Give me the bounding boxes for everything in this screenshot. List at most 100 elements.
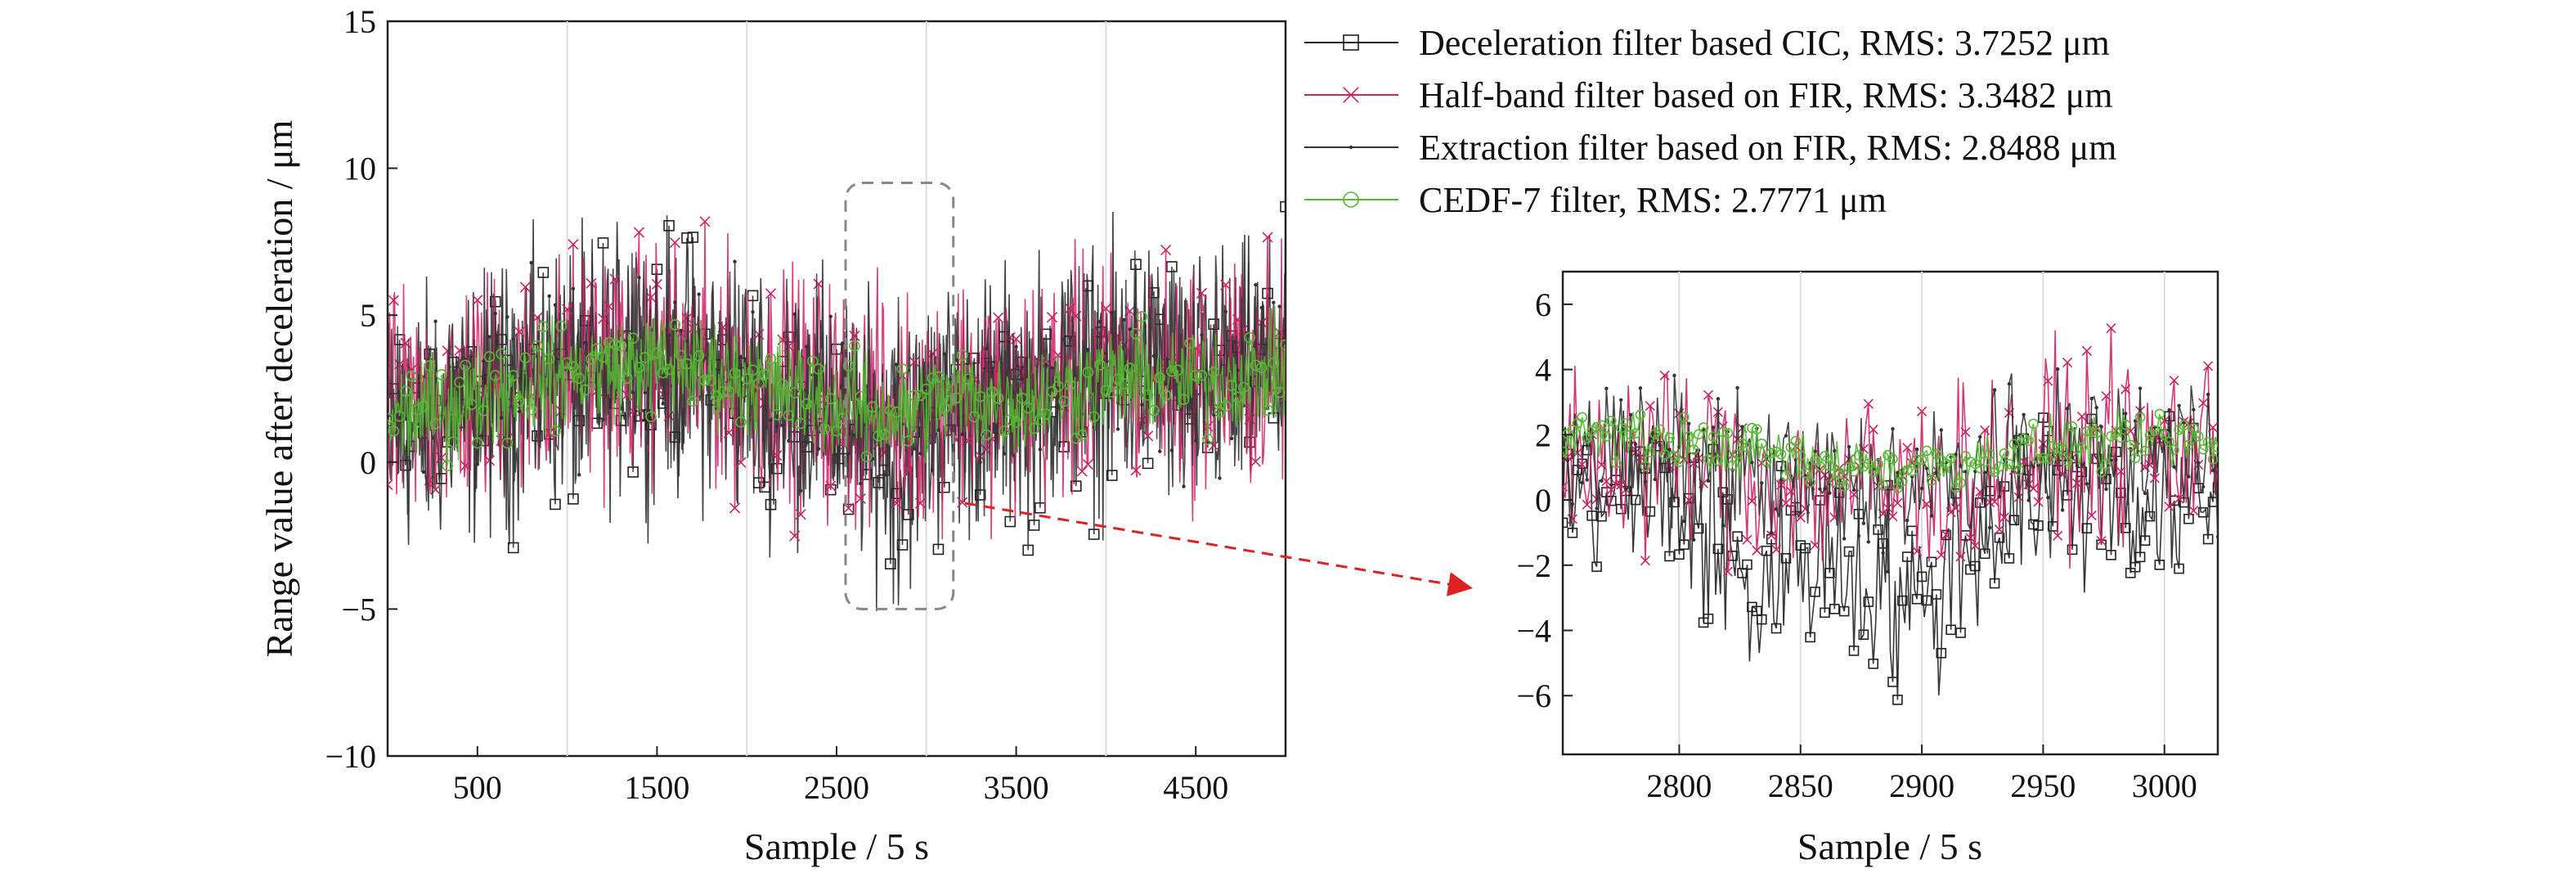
data-point xyxy=(2206,392,2210,397)
series-line xyxy=(388,305,1286,466)
data-point xyxy=(2174,493,2184,504)
data-point xyxy=(609,273,621,285)
data-point xyxy=(2075,464,2080,468)
data-point xyxy=(2198,398,2209,408)
data-point xyxy=(643,390,647,395)
data-point xyxy=(921,383,932,395)
data-point xyxy=(1565,458,1570,463)
data-point xyxy=(765,288,777,299)
data-point xyxy=(1911,454,1923,466)
data-point xyxy=(633,227,645,238)
data-point xyxy=(1761,545,1772,556)
data-point xyxy=(1142,389,1154,401)
data-point xyxy=(1130,465,1142,476)
data-point xyxy=(1716,397,1721,401)
data-point xyxy=(1674,549,1685,560)
data-point xyxy=(2007,382,2012,386)
data-point xyxy=(2008,515,2020,525)
data-point xyxy=(2043,453,2053,465)
legend-marker xyxy=(1343,34,1359,51)
data-point xyxy=(1979,456,1990,467)
data-point xyxy=(1172,364,1184,376)
data-point xyxy=(1912,546,1923,556)
data-point xyxy=(1838,605,1850,617)
data-point xyxy=(1272,300,1276,304)
data-point xyxy=(1790,435,1802,447)
data-point xyxy=(733,259,737,263)
data-point xyxy=(927,372,938,385)
data-point xyxy=(571,286,576,290)
data-point xyxy=(529,260,533,265)
data-point xyxy=(673,300,677,304)
data-point xyxy=(795,417,806,430)
data-point xyxy=(1990,497,2000,507)
data-point xyxy=(1582,499,1592,510)
data-point xyxy=(2188,423,2199,434)
data-point xyxy=(2167,407,2171,412)
data-point xyxy=(1208,367,1219,378)
data-point xyxy=(1208,318,1219,330)
data-point xyxy=(1805,632,1815,643)
data-point xyxy=(2149,473,2160,484)
data-point xyxy=(825,480,837,492)
data-point xyxy=(1901,551,1913,562)
data-point xyxy=(2053,530,2063,541)
x-tick-label: 500 xyxy=(453,769,502,806)
data-point xyxy=(1002,452,1007,456)
data-point xyxy=(1891,426,1895,431)
data-point xyxy=(1897,595,1908,606)
data-point xyxy=(1968,524,1972,529)
data-point xyxy=(1687,421,1691,426)
data-point xyxy=(999,425,1010,437)
data-point xyxy=(615,340,627,352)
data-point xyxy=(1094,359,1106,371)
data-point xyxy=(1166,365,1178,377)
data-point xyxy=(433,319,438,323)
data-point xyxy=(1693,429,1704,440)
data-point xyxy=(867,401,878,413)
data-point xyxy=(2192,431,2204,442)
data-point xyxy=(1987,525,1992,530)
data-point xyxy=(1563,481,1568,492)
data-point xyxy=(1780,553,1792,564)
data-point xyxy=(1824,461,1835,471)
data-point xyxy=(561,357,573,369)
data-point xyxy=(1280,339,1286,351)
data-point xyxy=(2125,439,2136,451)
data-point xyxy=(1638,386,1643,390)
data-point xyxy=(2096,466,2107,478)
data-point xyxy=(1100,385,1112,397)
legend-item: Extraction filter based on FIR, RMS: 2.8… xyxy=(1304,128,2116,168)
highlight-region xyxy=(844,182,955,610)
data-point xyxy=(1747,496,1757,506)
data-point xyxy=(974,489,986,501)
data-point xyxy=(1664,432,1675,443)
data-point xyxy=(1591,421,1602,433)
data-point xyxy=(1259,305,1263,310)
data-point xyxy=(1160,244,1172,256)
data-point xyxy=(1667,448,1672,452)
data-point xyxy=(1774,506,1779,511)
inset-series-group xyxy=(1563,323,2218,705)
data-point xyxy=(586,353,597,365)
data-point xyxy=(1760,481,1764,485)
data-point xyxy=(729,502,741,514)
data-point xyxy=(2018,433,2029,444)
data-point xyxy=(1906,466,1918,477)
data-point xyxy=(1999,481,2010,492)
data-point xyxy=(1596,420,1607,431)
data-point xyxy=(1829,604,1840,614)
data-point xyxy=(2207,454,2218,465)
data-point xyxy=(675,349,687,362)
data-point xyxy=(388,295,399,306)
data-point xyxy=(1780,497,1791,509)
data-point xyxy=(1563,446,1568,457)
data-point xyxy=(2139,535,2151,546)
data-point xyxy=(547,294,551,298)
data-point xyxy=(968,411,981,423)
data-point xyxy=(1959,464,1963,468)
data-point xyxy=(2149,425,2161,436)
series-line xyxy=(1563,369,2218,572)
main-series-group xyxy=(388,200,1286,611)
